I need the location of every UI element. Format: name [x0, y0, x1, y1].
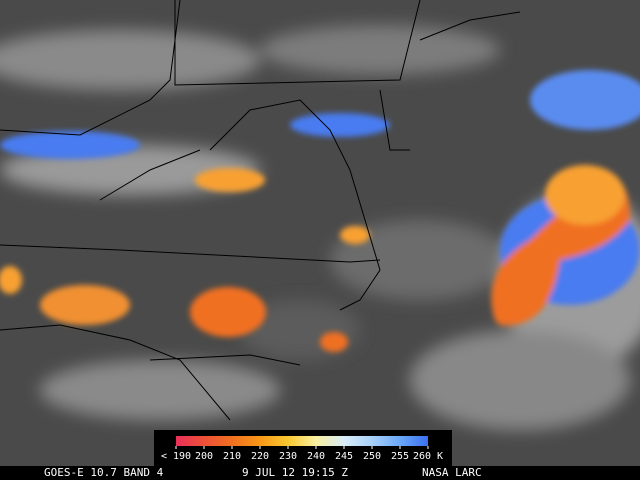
satellite-label: GOES-E 10.7 BAND 4: [44, 466, 164, 479]
colorbar: < 190 200 210 220 230 240 245 250 255 260 K: [161, 436, 443, 462]
colorbar-label: 250: [363, 451, 381, 462]
cold-tops: [0, 70, 640, 352]
colorbar-label: 210: [223, 451, 241, 462]
colorbar-label: < 190: [161, 451, 191, 462]
colorbar-label: 240: [307, 451, 325, 462]
source: NASA LARC: [422, 466, 482, 479]
caption-bar: [0, 466, 640, 480]
colorbar-label: 245: [335, 451, 353, 462]
colorbar-ramp: [176, 436, 428, 446]
colorbar-label: 200: [195, 451, 213, 462]
colorbar-label: 230: [279, 451, 297, 462]
colorbar-label: 220: [251, 451, 269, 462]
colorbar-label: 260 K: [413, 451, 443, 462]
colorbar-label: 255: [391, 451, 409, 462]
boundaries: [0, 0, 521, 421]
timestamp: 9 JUL 12 19:15 Z: [242, 466, 348, 479]
